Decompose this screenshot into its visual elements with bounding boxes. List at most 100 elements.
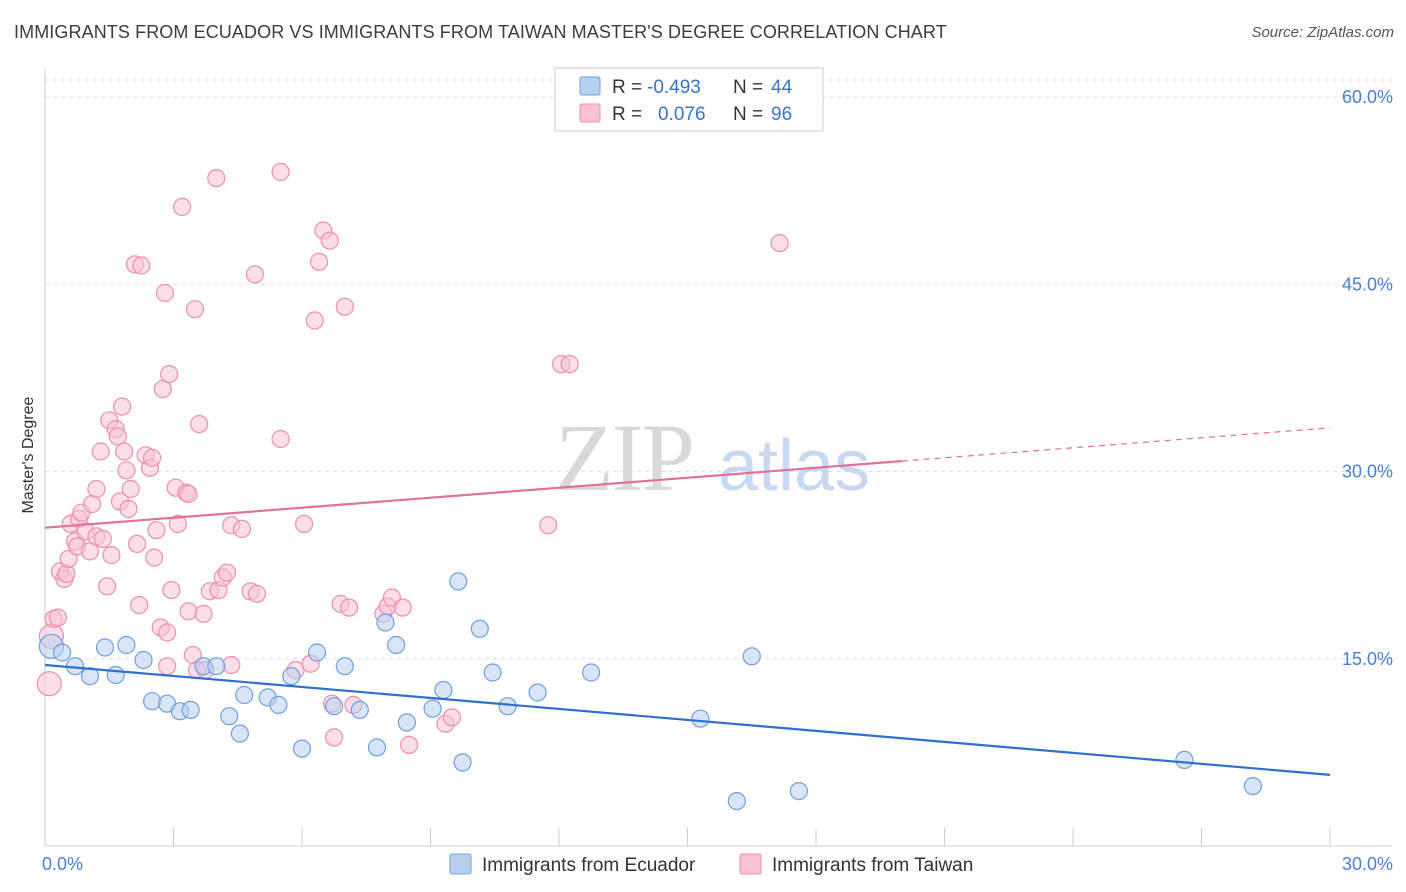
point-ecuador xyxy=(423,699,442,718)
bottom-legend-label-ecuador: Immigrants from Ecuador xyxy=(482,855,696,876)
point-taiwan xyxy=(145,548,164,567)
x-tick-label-min: 0.0% xyxy=(42,854,83,874)
point-taiwan xyxy=(217,563,237,582)
point-ecuador xyxy=(1175,750,1194,770)
point-ecuador xyxy=(269,695,288,715)
point-ecuador xyxy=(80,667,100,686)
point-taiwan xyxy=(82,494,102,514)
trend-line-taiwan xyxy=(44,460,902,529)
point-ecuador xyxy=(325,697,344,716)
legend-swatch-ecuador xyxy=(579,76,601,96)
x-tick-label-max: 30.0% xyxy=(1342,854,1393,874)
point-ecuador xyxy=(292,739,312,758)
point-taiwan xyxy=(232,519,252,539)
point-ecuador xyxy=(397,713,416,732)
axes: 15.0% 30.0% 45.0% 60.0% 0.0% 30.0% Master's De… xyxy=(20,68,1393,874)
y-tick-label: 30.0% xyxy=(1342,462,1393,482)
point-taiwan xyxy=(121,479,140,499)
point-ecuador xyxy=(207,657,226,676)
point-taiwan xyxy=(130,595,149,615)
point-ecuador xyxy=(528,683,547,702)
point-ecuador xyxy=(434,680,453,700)
point-ecuador xyxy=(117,635,136,655)
point-ecuador xyxy=(220,707,239,726)
point-taiwan xyxy=(222,655,241,675)
point-ecuador xyxy=(350,700,369,720)
point-taiwan xyxy=(207,169,226,188)
point-taiwan xyxy=(143,448,162,467)
legend-n-value-ecuador: 44 xyxy=(771,77,793,98)
point-ecuador xyxy=(483,663,502,682)
point-taiwan xyxy=(158,623,177,642)
point-ecuador xyxy=(235,685,254,705)
point-taiwan xyxy=(112,397,132,416)
watermark: ZIP atlas xyxy=(555,404,870,511)
bottom-legend-swatch-ecuador xyxy=(449,853,472,875)
trend-line-taiwan-extension xyxy=(901,427,1331,462)
legend-r-label-ecuador: R = xyxy=(612,77,642,98)
legend-r-value-taiwan: 0.076 xyxy=(658,104,706,125)
point-taiwan xyxy=(153,380,172,399)
point-taiwan xyxy=(97,577,117,596)
point-taiwan xyxy=(247,584,267,603)
point-ecuador xyxy=(282,667,301,686)
point-ecuador xyxy=(387,635,406,655)
point-ecuador xyxy=(727,791,746,811)
legend-n-label-taiwan: N = xyxy=(733,104,763,125)
point-ecuador xyxy=(498,697,517,716)
legend: R = -0.493 N = 44 R = 0.076 N = 96 xyxy=(554,67,824,132)
point-ecuador xyxy=(376,613,395,632)
point-taiwan xyxy=(115,442,134,461)
point-ecuador xyxy=(449,572,468,591)
point-taiwan xyxy=(59,549,78,569)
scatter-points xyxy=(36,162,1263,811)
grid-lines xyxy=(45,79,1392,660)
point-taiwan xyxy=(770,234,789,253)
point-taiwan xyxy=(271,429,290,449)
point-taiwan xyxy=(36,671,62,697)
point-ecuador xyxy=(52,643,72,662)
bottom-legend-swatch-taiwan xyxy=(739,853,762,875)
y-tick-label: 15.0% xyxy=(1342,649,1393,669)
point-taiwan xyxy=(310,252,329,271)
point-taiwan xyxy=(190,415,209,434)
point-taiwan xyxy=(179,484,198,504)
y-axis-title: Master's Degree xyxy=(20,396,37,513)
point-taiwan xyxy=(132,256,151,275)
point-ecuador xyxy=(95,638,115,657)
point-ecuador xyxy=(230,724,249,743)
point-taiwan xyxy=(325,728,344,747)
chart-source: Source: ZipAtlas.com xyxy=(1251,24,1394,41)
point-taiwan xyxy=(168,514,187,534)
point-ecuador xyxy=(134,650,153,670)
legend-r-value-ecuador: -0.493 xyxy=(647,77,701,98)
point-ecuador xyxy=(106,665,125,685)
point-taiwan xyxy=(162,580,181,600)
point-ecuador xyxy=(143,692,162,711)
chart-title: IMMIGRANTS FROM ECUADOR VS IMMIGRANTS FR… xyxy=(14,22,947,42)
point-taiwan xyxy=(155,283,174,303)
legend-n-value-taiwan: 96 xyxy=(771,104,792,125)
legend-n-label-ecuador: N = xyxy=(733,77,763,98)
point-ecuador xyxy=(181,700,200,720)
point-taiwan xyxy=(91,442,110,461)
bottom-legend-label-taiwan: Immigrants from Taiwan xyxy=(772,855,973,876)
point-taiwan xyxy=(48,608,68,627)
point-ecuador xyxy=(789,781,809,801)
point-taiwan xyxy=(173,197,192,216)
point-taiwan xyxy=(80,542,100,561)
watermark-zip: ZIP xyxy=(555,404,693,511)
point-taiwan xyxy=(245,265,264,284)
point-taiwan xyxy=(194,604,213,623)
point-taiwan xyxy=(295,514,314,534)
point-ecuador xyxy=(742,647,761,666)
point-taiwan xyxy=(57,564,76,584)
point-taiwan xyxy=(185,300,204,319)
trend-lines xyxy=(44,427,1331,776)
point-taiwan xyxy=(102,545,121,565)
point-ecuador xyxy=(335,657,354,676)
point-ecuador xyxy=(307,643,327,662)
point-taiwan xyxy=(560,355,579,374)
point-taiwan xyxy=(305,311,324,330)
